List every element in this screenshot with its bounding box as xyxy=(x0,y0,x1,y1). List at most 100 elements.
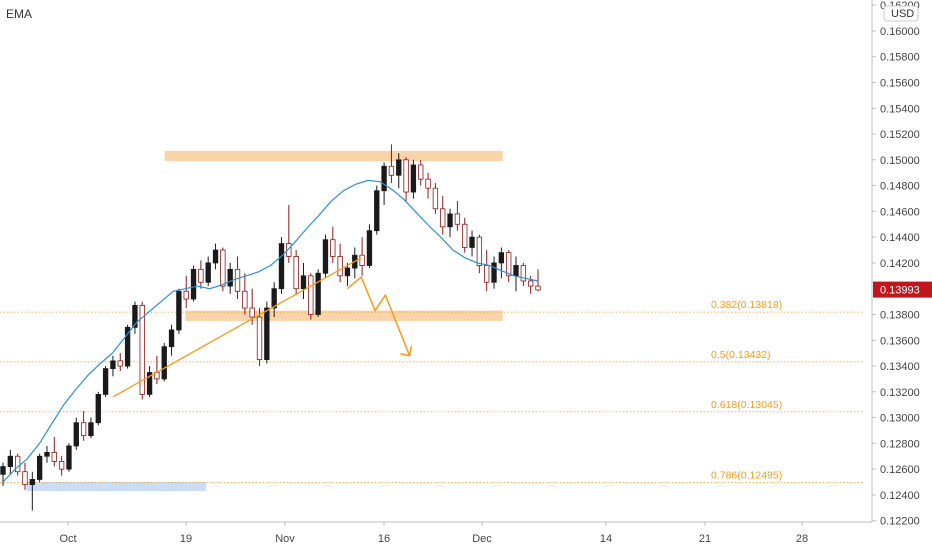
candle-body xyxy=(337,256,343,277)
candle-body xyxy=(66,445,72,470)
candle xyxy=(212,243,219,270)
fib-levels-layer: 0.382(0.13818) 0.5(0.13432) 0.618(0.13045)… xyxy=(0,299,864,484)
candle xyxy=(286,204,292,263)
candle xyxy=(110,355,116,377)
zones-layer xyxy=(26,150,503,492)
candle xyxy=(498,247,505,279)
candle xyxy=(315,269,321,318)
candle xyxy=(264,301,270,364)
fib-label-0: 0.382(0.13818) xyxy=(711,299,782,311)
candle xyxy=(344,262,351,287)
candle-body xyxy=(227,268,233,287)
candle xyxy=(410,159,417,199)
candle xyxy=(527,275,534,294)
price-axis[interactable]: 0.162000.160000.158000.156000.154000.152… xyxy=(871,0,932,528)
candle xyxy=(14,453,21,476)
currency-selector-box[interactable] xyxy=(883,5,919,22)
candle-body xyxy=(110,360,116,370)
price-tick-label: 0.13600 xyxy=(880,335,920,347)
candle-body xyxy=(117,360,123,367)
candle-body xyxy=(506,252,512,277)
candle xyxy=(168,324,175,356)
candle xyxy=(418,159,424,186)
candle xyxy=(242,273,248,315)
candle-body xyxy=(88,422,94,437)
candle xyxy=(22,462,28,490)
candle xyxy=(205,256,211,287)
candle xyxy=(506,250,512,283)
candle xyxy=(29,471,35,511)
candle-body xyxy=(220,249,226,287)
candle xyxy=(117,353,123,372)
candle xyxy=(190,265,197,302)
candle xyxy=(396,153,402,189)
candle xyxy=(51,436,57,467)
time-tick-label: Nov xyxy=(275,533,295,545)
trendline xyxy=(112,257,362,398)
candle-body xyxy=(381,165,387,192)
candle xyxy=(227,262,233,294)
candle xyxy=(403,157,409,202)
candle-body xyxy=(44,451,50,457)
time-axis-ticks: Oct 19 Nov 16 Dec 14 21 28 xyxy=(59,522,808,545)
candle xyxy=(256,308,263,367)
candle-body xyxy=(190,268,197,300)
indicator-label[interactable]: EMA xyxy=(6,7,33,21)
candle-body xyxy=(454,213,461,225)
candle-body xyxy=(234,268,241,292)
candle xyxy=(73,417,79,450)
price-tick-label: 0.16000 xyxy=(880,26,920,38)
candle-body xyxy=(520,265,527,282)
candle-body xyxy=(139,305,145,395)
candle-body xyxy=(22,471,28,486)
candle-body xyxy=(491,262,497,283)
candle-body xyxy=(432,187,439,210)
candle xyxy=(366,224,373,269)
price-tick-label: 0.12200 xyxy=(880,516,920,528)
candle-body xyxy=(403,159,409,193)
price-axis-ticks: 0.162000.160000.158000.156000.154000.152… xyxy=(872,0,920,528)
candle-body xyxy=(146,372,153,395)
candle xyxy=(469,230,475,257)
last-price-badge-bg xyxy=(873,281,932,298)
ema-line xyxy=(2,179,539,483)
price-tick-label: 0.14200 xyxy=(880,258,920,270)
candle xyxy=(176,288,182,334)
projection-arrowhead xyxy=(400,345,413,357)
candle-body xyxy=(535,285,541,291)
candle-body xyxy=(95,393,101,424)
candle-body xyxy=(132,305,138,328)
candle-body xyxy=(498,252,505,264)
candle-body xyxy=(198,268,204,283)
candle xyxy=(124,324,131,369)
candle-body xyxy=(58,461,65,470)
time-tick-label: 21 xyxy=(699,533,711,545)
candle xyxy=(520,262,527,287)
candle-body xyxy=(161,346,167,380)
fib-label-2: 0.618(0.13045) xyxy=(711,399,782,411)
candle xyxy=(491,256,497,289)
currency-selector[interactable]: USD xyxy=(883,5,919,22)
candle xyxy=(513,256,519,292)
candle xyxy=(308,273,314,320)
candle xyxy=(198,260,204,289)
candle-body xyxy=(80,422,87,437)
candle xyxy=(535,269,541,292)
time-tick-label: 28 xyxy=(796,533,808,545)
candle xyxy=(58,456,65,476)
candle-body xyxy=(183,290,189,300)
candle-body xyxy=(410,164,417,193)
candle-body xyxy=(476,236,483,266)
time-axis[interactable]: Oct 19 Nov 16 Dec 14 21 28 xyxy=(0,521,872,545)
price-tick-label: 0.12400 xyxy=(880,490,920,502)
candle-body xyxy=(51,451,57,462)
candle-body xyxy=(7,455,14,467)
candle xyxy=(425,172,431,199)
candle-body xyxy=(315,272,321,315)
candle xyxy=(447,208,453,238)
candle-body xyxy=(425,178,431,189)
projection-path xyxy=(346,275,411,356)
last-price-badge: 0.13993 xyxy=(873,281,932,298)
